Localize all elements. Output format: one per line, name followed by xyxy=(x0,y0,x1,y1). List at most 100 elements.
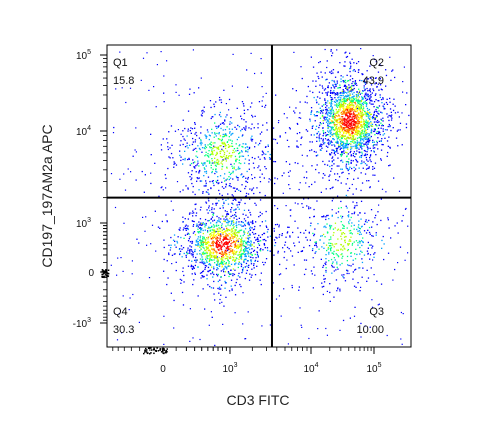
event-dot xyxy=(330,72,332,75)
event-dot xyxy=(368,244,371,246)
event-dot xyxy=(380,122,382,124)
event-dot xyxy=(224,129,227,131)
event-dot xyxy=(219,221,221,223)
event-dot xyxy=(161,220,163,223)
event-dot xyxy=(373,128,376,130)
event-dot xyxy=(328,123,331,125)
event-dot xyxy=(205,222,207,225)
event-dot xyxy=(259,279,261,281)
event-dot xyxy=(236,204,238,206)
event-dot xyxy=(349,108,352,110)
event-dot xyxy=(254,202,256,204)
event-dot xyxy=(320,145,322,147)
event-dot xyxy=(348,91,350,93)
event-dot xyxy=(248,279,251,281)
event-dot xyxy=(207,191,209,194)
event-dot xyxy=(216,215,218,218)
event-dot xyxy=(224,221,226,223)
event-dot xyxy=(364,154,367,156)
event-dot xyxy=(375,108,377,111)
event-dot xyxy=(356,111,358,113)
event-dot xyxy=(347,86,349,88)
event-dot xyxy=(212,147,214,150)
event-dot xyxy=(347,104,349,106)
event-dot xyxy=(345,87,347,89)
event-dot xyxy=(207,227,209,230)
event-dot xyxy=(240,264,243,266)
event-dot xyxy=(131,260,133,262)
event-dot xyxy=(368,139,370,141)
event-dot xyxy=(248,147,251,150)
event-dot xyxy=(170,244,172,246)
event-dot xyxy=(355,107,357,109)
event-dot xyxy=(238,153,240,155)
event-dot xyxy=(349,109,351,111)
event-dot xyxy=(238,145,240,147)
event-dot xyxy=(351,96,353,98)
event-dot xyxy=(248,159,250,161)
event-dot xyxy=(204,226,206,228)
event-dot xyxy=(336,49,338,51)
event-dot xyxy=(342,80,345,82)
event-dot xyxy=(343,113,345,115)
event-dot xyxy=(103,272,105,275)
event-dot xyxy=(234,312,236,314)
event-dot xyxy=(231,228,234,230)
event-dot xyxy=(261,325,263,327)
event-dot xyxy=(247,244,249,246)
event-dot xyxy=(328,218,330,220)
event-dot xyxy=(217,261,219,263)
event-dot xyxy=(378,110,380,112)
event-dot xyxy=(191,212,193,214)
event-dot xyxy=(254,259,257,262)
event-dot xyxy=(243,230,245,232)
event-dot xyxy=(193,231,196,233)
event-dot xyxy=(361,276,363,278)
event-dot xyxy=(372,166,374,168)
event-dot xyxy=(163,349,166,351)
event-dot xyxy=(265,104,267,106)
event-dot xyxy=(232,251,234,253)
event-dot xyxy=(221,156,223,158)
event-dot xyxy=(353,62,355,64)
event-dot xyxy=(366,250,369,252)
event-dot xyxy=(369,97,371,99)
event-dot xyxy=(329,135,331,138)
event-dot xyxy=(103,270,106,273)
event-dot xyxy=(310,113,312,115)
event-dot xyxy=(194,250,196,252)
event-dot xyxy=(286,232,288,234)
event-dot xyxy=(350,138,352,140)
event-dot xyxy=(325,261,327,263)
event-dot xyxy=(243,259,245,261)
event-dot xyxy=(196,224,198,227)
event-dot xyxy=(340,128,342,130)
event-dot xyxy=(340,141,342,143)
event-dot xyxy=(193,166,196,168)
event-dot xyxy=(222,159,224,161)
event-dot xyxy=(352,153,355,155)
event-dot xyxy=(166,221,168,223)
event-dot xyxy=(346,126,348,128)
event-dot xyxy=(222,239,224,241)
event-dot xyxy=(205,154,207,156)
event-dot xyxy=(366,115,368,117)
event-dot xyxy=(238,162,240,164)
event-dot xyxy=(325,216,327,218)
event-dot xyxy=(358,267,360,269)
event-dot xyxy=(289,106,291,108)
event-dot xyxy=(402,91,404,93)
event-dot xyxy=(210,245,212,248)
event-dot xyxy=(223,177,225,179)
event-dot xyxy=(320,143,322,145)
event-dot xyxy=(233,151,235,153)
event-dot xyxy=(353,121,355,123)
event-dot xyxy=(158,195,160,197)
event-dot xyxy=(339,109,342,111)
event-dot xyxy=(262,249,264,251)
event-dot xyxy=(234,231,236,233)
event-dot xyxy=(346,178,349,180)
event-dot xyxy=(200,114,203,116)
event-dot xyxy=(155,350,157,352)
event-dot xyxy=(315,85,317,87)
